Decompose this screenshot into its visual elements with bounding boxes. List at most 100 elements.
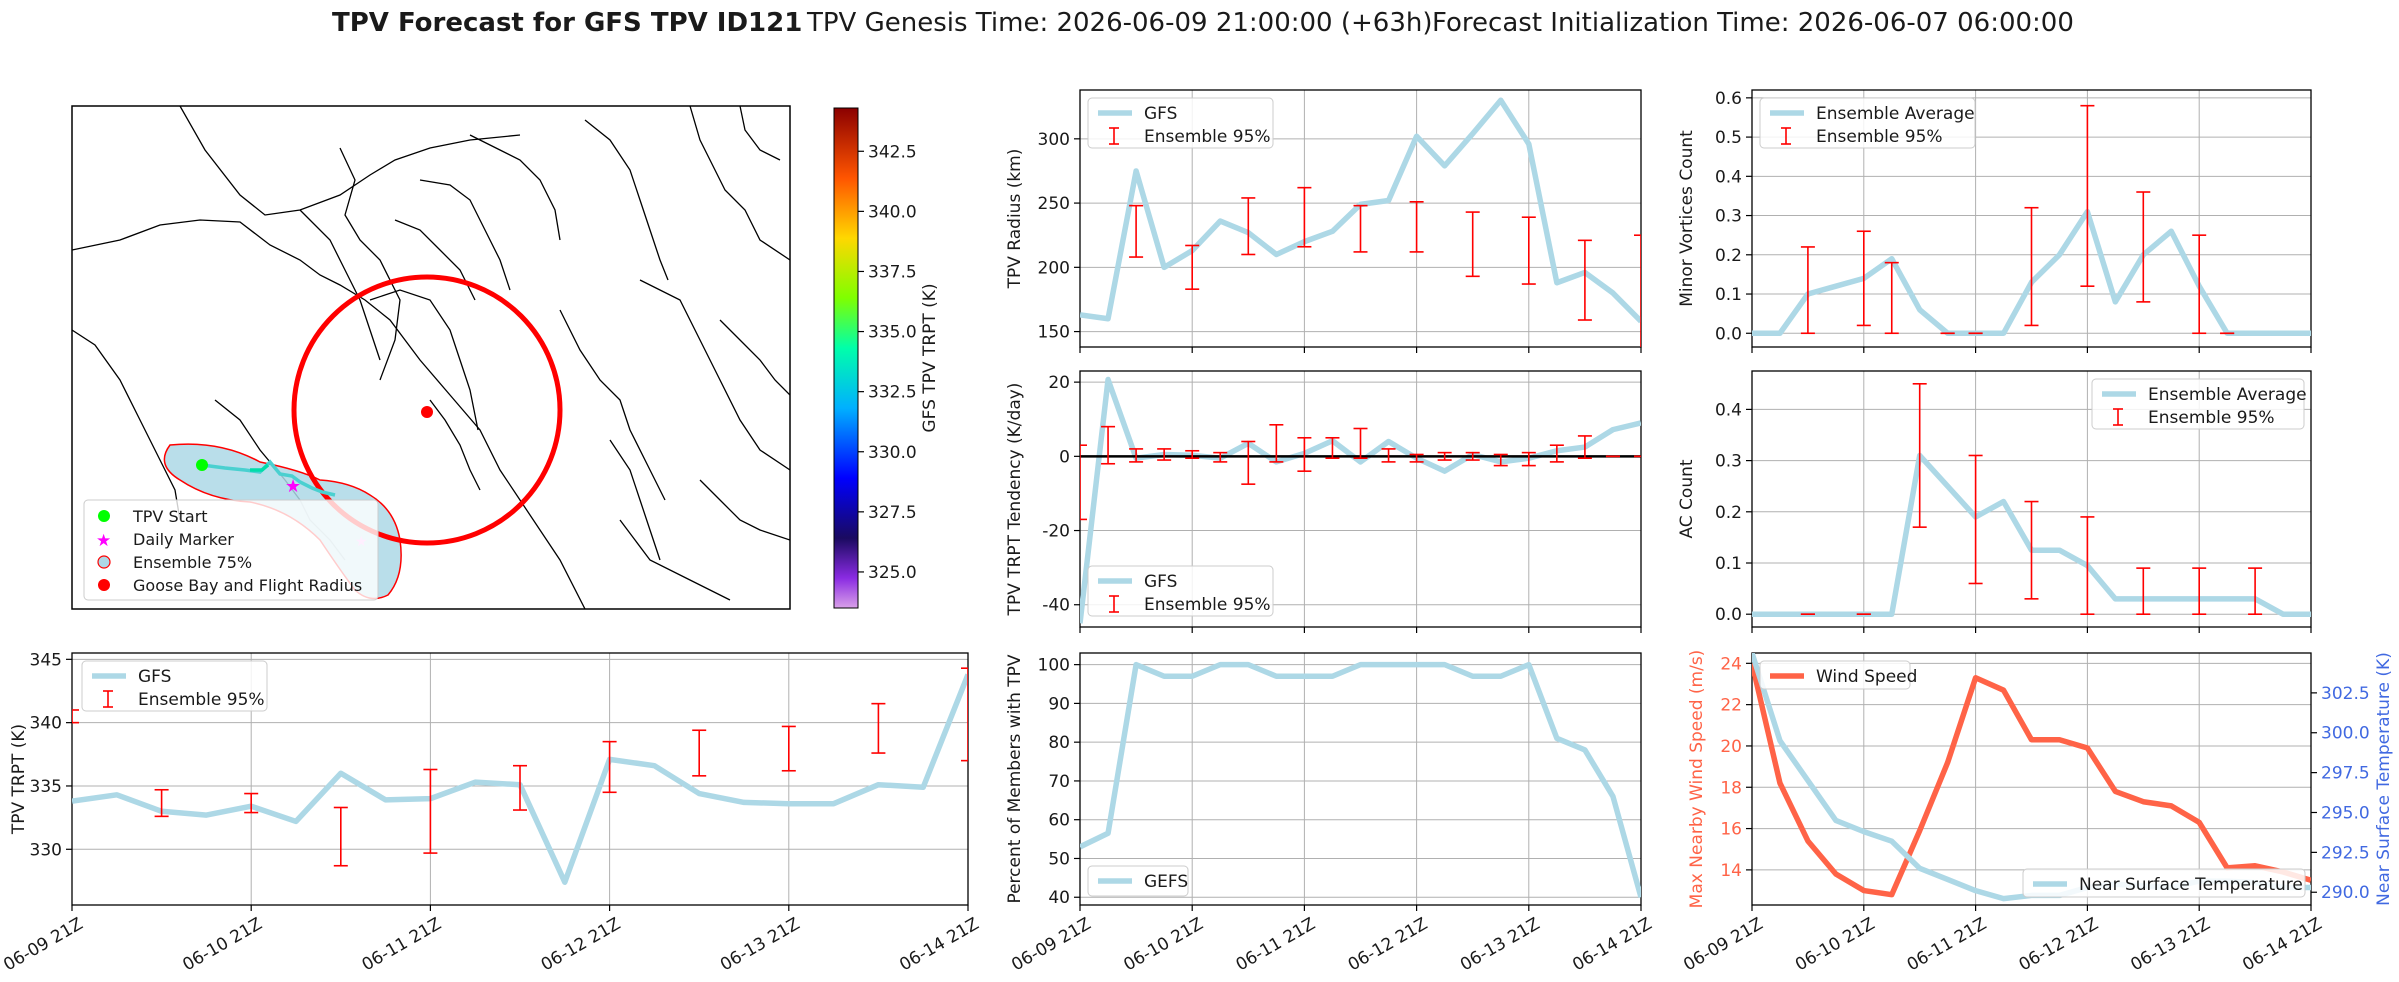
errorbar (1269, 423, 1284, 463)
magenta-star-icon: ★ (96, 531, 111, 551)
errorbar (244, 792, 259, 814)
errorbar (1185, 244, 1200, 290)
errorbar (1549, 444, 1564, 463)
y-tick-label: -40 (1042, 596, 1070, 616)
legend-tpv-start: TPV Start (132, 507, 208, 526)
series-line (1080, 97, 1641, 324)
errorbar (423, 768, 438, 854)
y-tick-label-right: 295.0 (2321, 803, 2370, 823)
errorbar (781, 725, 796, 772)
errorbar (2136, 191, 2151, 303)
y-tick-label: 14 (1720, 861, 1742, 881)
errorbar (1381, 448, 1396, 463)
legend-label: GFS (1144, 572, 1177, 592)
daily-marker-star: ★ (285, 476, 301, 497)
y-tick-label: 340 (30, 714, 62, 734)
y-axis-label-right: Near Surface Temperature (K) (2374, 652, 2394, 906)
y-tick-label: 40 (1048, 888, 1070, 908)
errorbar (2080, 104, 2095, 287)
tpv-track-tail (250, 463, 270, 472)
y-axis-label: TPV TRPT Tendency (K/day) (1005, 383, 1025, 617)
legend-daily-marker: Daily Marker (133, 530, 234, 549)
y-tick-label: 16 (1720, 820, 1742, 840)
y-tick-label: 80 (1048, 733, 1070, 753)
ensemble-patch-icon (97, 555, 111, 569)
chart-trpt-panel: 330 335 340 345 06-09 21Z 06-10 21Z 06-11 21Z 0… (0, 650, 982, 975)
chart-percent-panel: 40 50 60 70 80 90 100 06-09 21Z 06-10 21Z 06-11 2… (1005, 652, 1656, 975)
series-line (1080, 661, 1641, 898)
y-tick-label: 100 (1038, 656, 1070, 676)
colorbar-tick-label: 337.5 (868, 262, 917, 282)
goose-bay-marker (421, 406, 433, 418)
y-tick-label: 0.3 (1715, 452, 1742, 472)
y-tick-label: -20 (1042, 522, 1070, 542)
y-tick-label: 0.2 (1715, 503, 1742, 523)
colorbar-tick-label: 330.0 (868, 443, 917, 463)
legend-label: Near Surface Temperature (2079, 875, 2303, 895)
colorbar-label: GFS TPV TRPT (K) (920, 283, 940, 432)
colorbar-tick-label: 342.5 (868, 142, 917, 162)
y-tick-label: 0.0 (1715, 324, 1742, 344)
map-panel: ★ ★ TPV Start ★ Daily Marker Ensemble 75… (71, 105, 940, 610)
plot-area (1752, 653, 2311, 902)
errorbar (333, 806, 348, 867)
y-tick-label: 300 (1038, 130, 1070, 150)
y-axis-label: Percent of Members with TPV (1005, 654, 1025, 903)
y-tick-label: 24 (1720, 654, 1742, 674)
chart-wind-temp-panel: 14 16 18 20 22 24 06-09 21Z 06-10 21Z 06-11 21Z 0… (1680, 650, 2394, 976)
errorbar (1297, 186, 1312, 248)
x-tick-label: 06-12 21Z (538, 914, 624, 975)
y-tick-label: 0.6 (1715, 89, 1742, 109)
errorbar (1409, 453, 1424, 463)
y-tick-label: 0.0 (1715, 605, 1742, 625)
errorbar (1912, 382, 1927, 528)
title-genesis: TPV Genesis Time: 2026-06-09 21:00:00 (+… (806, 8, 1433, 38)
plot-area (1752, 382, 2311, 617)
errorbar (2192, 234, 2207, 335)
x-tick-label: 06-10 21Z (1120, 914, 1206, 975)
legend-label: Wind Speed (1816, 667, 1917, 687)
y-axis-label: Minor Vortices Count (1677, 130, 1697, 307)
x-tick-label: 06-12 21Z (1345, 914, 1431, 975)
errorbar (1884, 261, 1899, 335)
map-coastlines (72, 106, 790, 609)
plot-area (1752, 104, 2311, 337)
tpv-start-marker (196, 459, 208, 471)
errorbar (513, 764, 527, 811)
plot-area (72, 667, 968, 885)
y-tick-label: 345 (30, 650, 62, 670)
legend-label: Ensemble 95% (1144, 127, 1271, 147)
errorbar (1101, 425, 1116, 465)
y-tick-label-right: 300.0 (2321, 724, 2370, 744)
legend-box (1087, 565, 1274, 617)
y-tick-label: 0.2 (1715, 246, 1742, 266)
errorbar (1241, 197, 1256, 256)
legend-box (1087, 865, 1189, 897)
errorbar (2192, 567, 2207, 616)
axes-frame (1079, 89, 1642, 348)
y-tick-label: 20 (1720, 737, 1742, 757)
series-line (1080, 376, 1641, 624)
errorbar (1968, 454, 1983, 585)
y-tick-label: 0 (1059, 447, 1070, 467)
colorbar-tick-label: 332.5 (868, 383, 917, 403)
tpv-track (201, 459, 336, 497)
errorbar (1080, 444, 1087, 521)
colorbar-tick-label: 335.0 (868, 323, 917, 343)
errorbar (602, 740, 617, 794)
y-tick-label: 20 (1048, 373, 1070, 393)
errorbar (1465, 211, 1480, 278)
colorbar-tick-label: 327.5 (868, 503, 917, 523)
flight-radius-circle (291, 274, 563, 546)
legend-label: GEFS (1144, 872, 1188, 892)
errorbar (1129, 448, 1144, 463)
y-axis-label: Max Nearby Wind Speed (m/s) (1687, 650, 1707, 909)
y-tick-label: 0.1 (1715, 285, 1742, 305)
axes-frame (1751, 370, 2312, 628)
y-tick-label: 90 (1048, 694, 1070, 714)
errorbar (1800, 246, 1815, 335)
errorbar (1409, 200, 1424, 253)
chart-legend: GFS Ensemble 95% (81, 660, 268, 712)
errorbar (154, 788, 169, 818)
